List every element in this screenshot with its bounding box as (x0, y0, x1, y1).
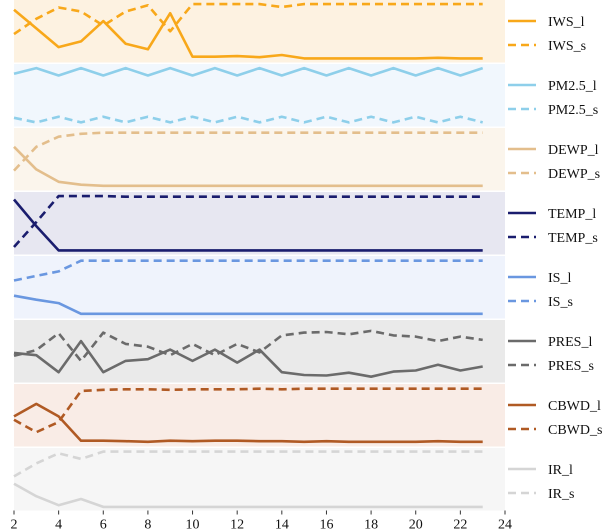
legend-label-cbwd-l: CBWD_l (548, 399, 601, 414)
series-line-cbwd-l (13, 402, 483, 444)
series-line-pm2-5-l (13, 66, 484, 77)
series-line-pres-s (13, 329, 483, 363)
series-line-dewp-s (13, 131, 483, 172)
band-5-background (14, 256, 505, 319)
legend-label-ir-l: IR_l (548, 463, 573, 478)
series-line-dewp-l (13, 145, 483, 188)
legend-label-is-l: IS_l (548, 271, 571, 286)
x-tick-label-14: 14 (275, 518, 289, 529)
series-line-temp-l (13, 198, 483, 252)
x-axis: 2 4 6 8 10 12 14 16 18 20 22 24 (11, 510, 512, 529)
series-line-pres-l (13, 339, 483, 379)
x-tick-label-18: 18 (364, 518, 378, 529)
legend-label-dewp-s: DEWP_s (548, 167, 600, 182)
band-backgrounds (14, 0, 505, 511)
x-tick-label-2: 2 (11, 518, 18, 529)
legend-label-iws-s: IWS_s (548, 39, 586, 54)
x-tick-label-10: 10 (186, 518, 200, 529)
series-line-iws-s (13, 2, 483, 36)
series-line-pm2-5-s (13, 115, 484, 124)
legend-label-temp-l: TEMP_l (548, 207, 596, 222)
series-line-ir-s (13, 450, 483, 478)
x-tick-label-20: 20 (409, 518, 423, 529)
series-line-iws-l (13, 8, 483, 60)
legend-label-pm2-5-l: PM2.5_l (548, 79, 597, 94)
series-lines (13, 2, 484, 509)
legend-label-cbwd-s: CBWD_s (548, 423, 602, 438)
legend-label-dewp-l: DEWP_l (548, 143, 599, 158)
series-line-is-l (13, 294, 483, 316)
x-tick-label-22: 22 (453, 518, 467, 529)
series-line-ir-l (13, 482, 483, 509)
legend-label-temp-s: TEMP_s (548, 231, 598, 246)
band-1-background (14, 0, 505, 63)
series-line-is-s (13, 259, 483, 282)
legend-label-pm2-5-s: PM2.5_s (548, 103, 598, 118)
legend-label-pres-l: PRES_l (548, 335, 592, 350)
legend-label-is-s: IS_s (548, 295, 573, 310)
legend-label-iws-l: IWS_l (548, 15, 585, 30)
band-8-background (14, 448, 505, 511)
x-tick-label-24: 24 (498, 518, 512, 529)
band-2-background (14, 64, 505, 127)
x-tick-label-12: 12 (230, 518, 244, 529)
x-tick-label-4: 4 (55, 518, 62, 529)
legend-label-ir-s: IR_s (548, 487, 574, 502)
band-7-background (14, 384, 505, 447)
x-tick-label-8: 8 (144, 518, 151, 529)
legend: IWS_l IWS_s PM2.5_l PM2.5_s DEWP_l DEWP_s TEMP… (508, 15, 602, 502)
legend-label-pres-s: PRES_s (548, 359, 594, 374)
band-3-background (14, 128, 505, 191)
band-4-background (14, 192, 505, 255)
x-tick-label-16: 16 (319, 518, 333, 529)
x-tick-label-6: 6 (100, 518, 107, 529)
